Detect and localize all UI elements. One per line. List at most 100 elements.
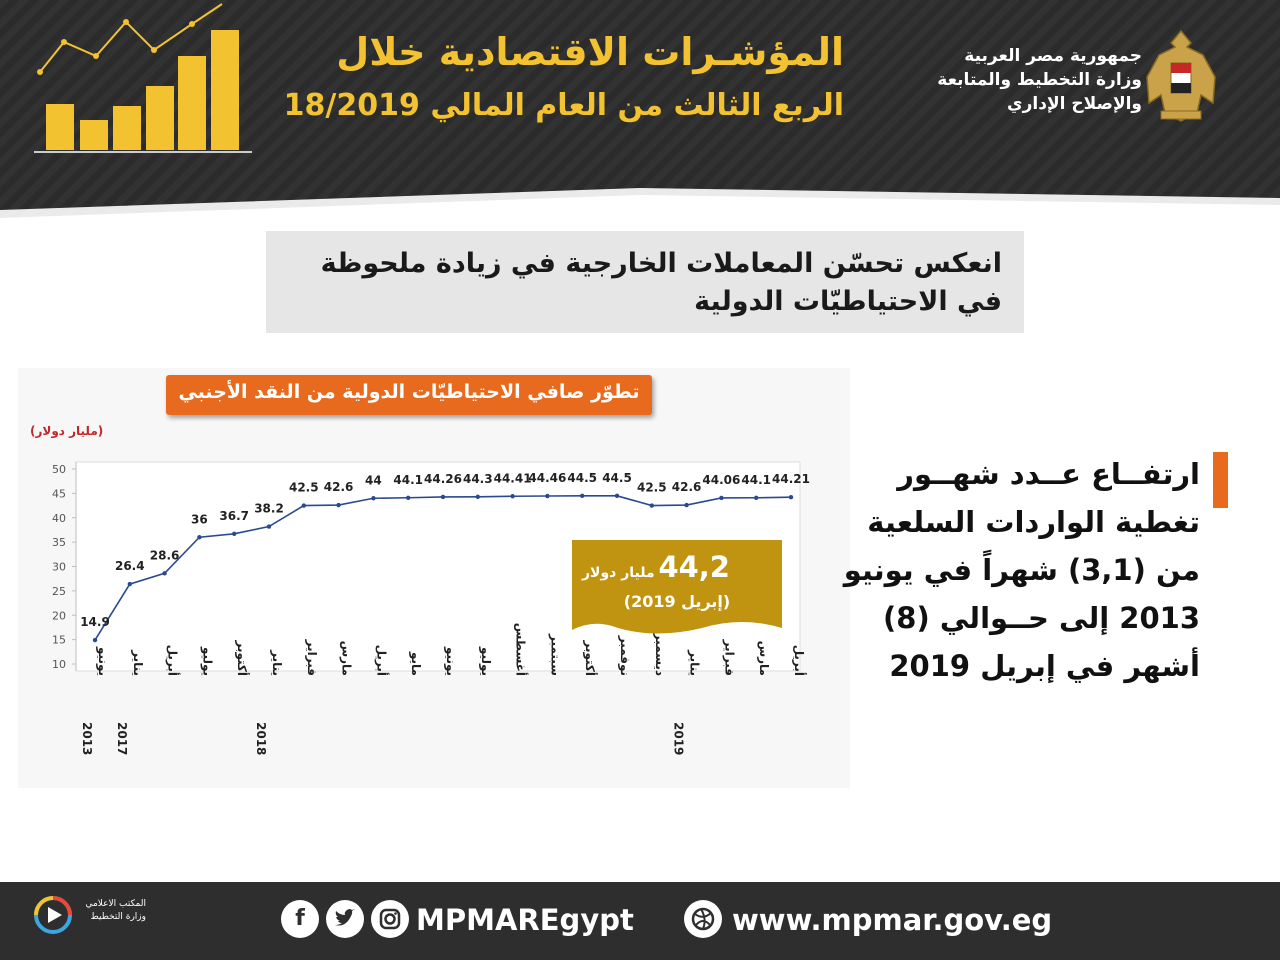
x-category-label: يوليو <box>478 646 493 676</box>
data-label: 36 <box>191 512 208 526</box>
headline-box: انعكس تحسّن المعاملات الخارجية في زيادة … <box>266 231 1024 333</box>
y-tick-label: 45 <box>52 487 66 500</box>
data-label: 26.4 <box>115 559 145 573</box>
data-point <box>371 496 376 501</box>
header-title: المؤشـرات الاقتصادية خلال <box>336 30 844 74</box>
callout-shape <box>572 540 782 634</box>
header-subtitle: الربع الثالث من العام المالي 18/2019 <box>283 88 844 123</box>
x-category-label: فبراير <box>722 639 736 676</box>
x-year-label: 2019 <box>672 722 686 755</box>
facebook-icon[interactable]: f <box>281 900 319 938</box>
data-point <box>336 502 341 508</box>
data-label: 44.21 <box>772 472 810 486</box>
data-label: 14.9 <box>80 615 110 629</box>
x-year-label: 2018 <box>254 722 268 755</box>
data-point <box>440 494 446 500</box>
data-point <box>266 524 272 529</box>
ministry-name-line-2: وزارة التخطيط والمتابعة <box>937 70 1142 90</box>
x-year-label: 2017 <box>115 722 129 755</box>
x-category-label: يونيو <box>95 646 110 676</box>
x-category-label: أغسطس <box>514 623 529 676</box>
y-tick-label: 40 <box>52 512 66 525</box>
data-label: 36.7 <box>219 509 249 523</box>
y-tick-label: 25 <box>52 585 66 598</box>
data-label: 42.6 <box>324 480 354 494</box>
data-label: 44.1 <box>393 473 423 487</box>
x-category-label: سبتمبر <box>548 633 562 676</box>
data-label: 44.5 <box>602 471 632 485</box>
data-label: 44 <box>365 473 382 487</box>
x-category-label: فبراير <box>305 639 319 676</box>
data-label: 42.6 <box>672 480 702 494</box>
side-note-text: ارتفــاع عــدد شهــور تغطية الواردات الس… <box>843 457 1200 683</box>
y-tick-label: 20 <box>52 609 66 622</box>
y-tick-label: 35 <box>52 536 66 549</box>
x-category-label: مارس <box>757 641 771 676</box>
data-label: 42.5 <box>637 481 667 495</box>
x-category-label: يوليو <box>199 646 214 676</box>
data-point <box>301 503 306 508</box>
data-point <box>719 495 724 501</box>
data-label: 28.6 <box>150 548 180 562</box>
y-tick-label: 50 <box>52 463 66 476</box>
x-year-label: 2013 <box>80 722 94 755</box>
data-point <box>162 571 167 576</box>
globe-icon[interactable] <box>684 900 722 938</box>
x-category-label: يناير <box>131 649 145 676</box>
instagram-icon[interactable] <box>371 900 409 938</box>
x-category-label: يونيو <box>443 646 458 676</box>
data-label: 44.46 <box>528 471 566 485</box>
y-tick-label: 10 <box>52 658 66 671</box>
x-category-label: ديسمبر <box>653 632 667 676</box>
callout-unit: مليار دولار <box>582 565 655 581</box>
data-point <box>92 637 98 643</box>
ministry-name-line-1: جمهورية مصر العربية <box>964 46 1142 66</box>
data-point <box>684 502 689 508</box>
data-point <box>754 495 759 500</box>
data-point <box>232 531 237 537</box>
data-label: 44.41 <box>494 471 532 485</box>
website-link[interactable]: www.mpmar.gov.eg <box>732 903 1053 937</box>
data-point <box>545 493 550 499</box>
x-category-label: يناير <box>688 649 702 676</box>
y-tick-label: 30 <box>52 561 66 574</box>
data-label: 44.26 <box>424 472 462 486</box>
x-category-label: يناير <box>270 649 284 676</box>
social-handle[interactable]: MPMAREgypt <box>416 903 634 937</box>
data-point <box>788 495 794 500</box>
ministry-name-line-3: والإصلاح الإداري <box>1007 94 1142 114</box>
x-category-label: أكتوبر <box>234 640 250 676</box>
callout-date: (إبريل 2019) <box>623 592 731 611</box>
twitter-icon[interactable] <box>326 900 364 938</box>
x-category-label: أبريل <box>374 645 389 676</box>
data-label: 44.1 <box>741 473 771 487</box>
data-point <box>510 494 515 499</box>
header-banner: المؤشـرات الاقتصادية خلال الربع الثالث م… <box>0 0 1280 222</box>
data-label: 44.3 <box>463 472 493 486</box>
x-category-label: مارس <box>340 641 354 676</box>
x-category-label: أكتوبر <box>582 640 598 676</box>
headline-text: انعكس تحسّن المعاملات الخارجية في زيادة … <box>320 248 1002 317</box>
data-label: 44.06 <box>702 473 740 487</box>
x-category-label: نوفمبر <box>617 635 632 676</box>
callout-value: 44,2 <box>658 550 730 584</box>
x-category-label: أبريل <box>792 645 807 676</box>
x-category-label: مايو <box>408 651 423 676</box>
chart-title-banner: تطوّر صافي الاحتياطيّات الدولية من النقد… <box>166 375 652 415</box>
data-point <box>475 494 480 499</box>
data-point <box>614 493 620 499</box>
eagle-emblem-icon <box>1146 29 1216 122</box>
reserves-line-chart: 10 15 20 25 30 35 40 45 50 14.9 26.4 28.6 36 36.7 38.2… <box>52 461 810 755</box>
chart-unit-label: (مليار دولار) <box>30 424 104 438</box>
data-point <box>580 493 585 499</box>
data-point <box>406 495 411 500</box>
y-tick-label: 15 <box>52 634 66 647</box>
data-label: 42.5 <box>289 481 319 495</box>
latest-value-callout: 44,2 مليار دولار (إبريل 2019) <box>572 540 782 640</box>
data-point <box>127 581 132 587</box>
media-office-text: المكتب الاعلامي وزارة التخطيط <box>85 899 146 922</box>
chart-title: تطوّر صافي الاحتياطيّات الدولية من النقد… <box>178 381 640 403</box>
media-office-logo-icon <box>34 896 72 934</box>
x-category-label: أبريل <box>166 645 181 676</box>
data-point <box>649 503 654 508</box>
